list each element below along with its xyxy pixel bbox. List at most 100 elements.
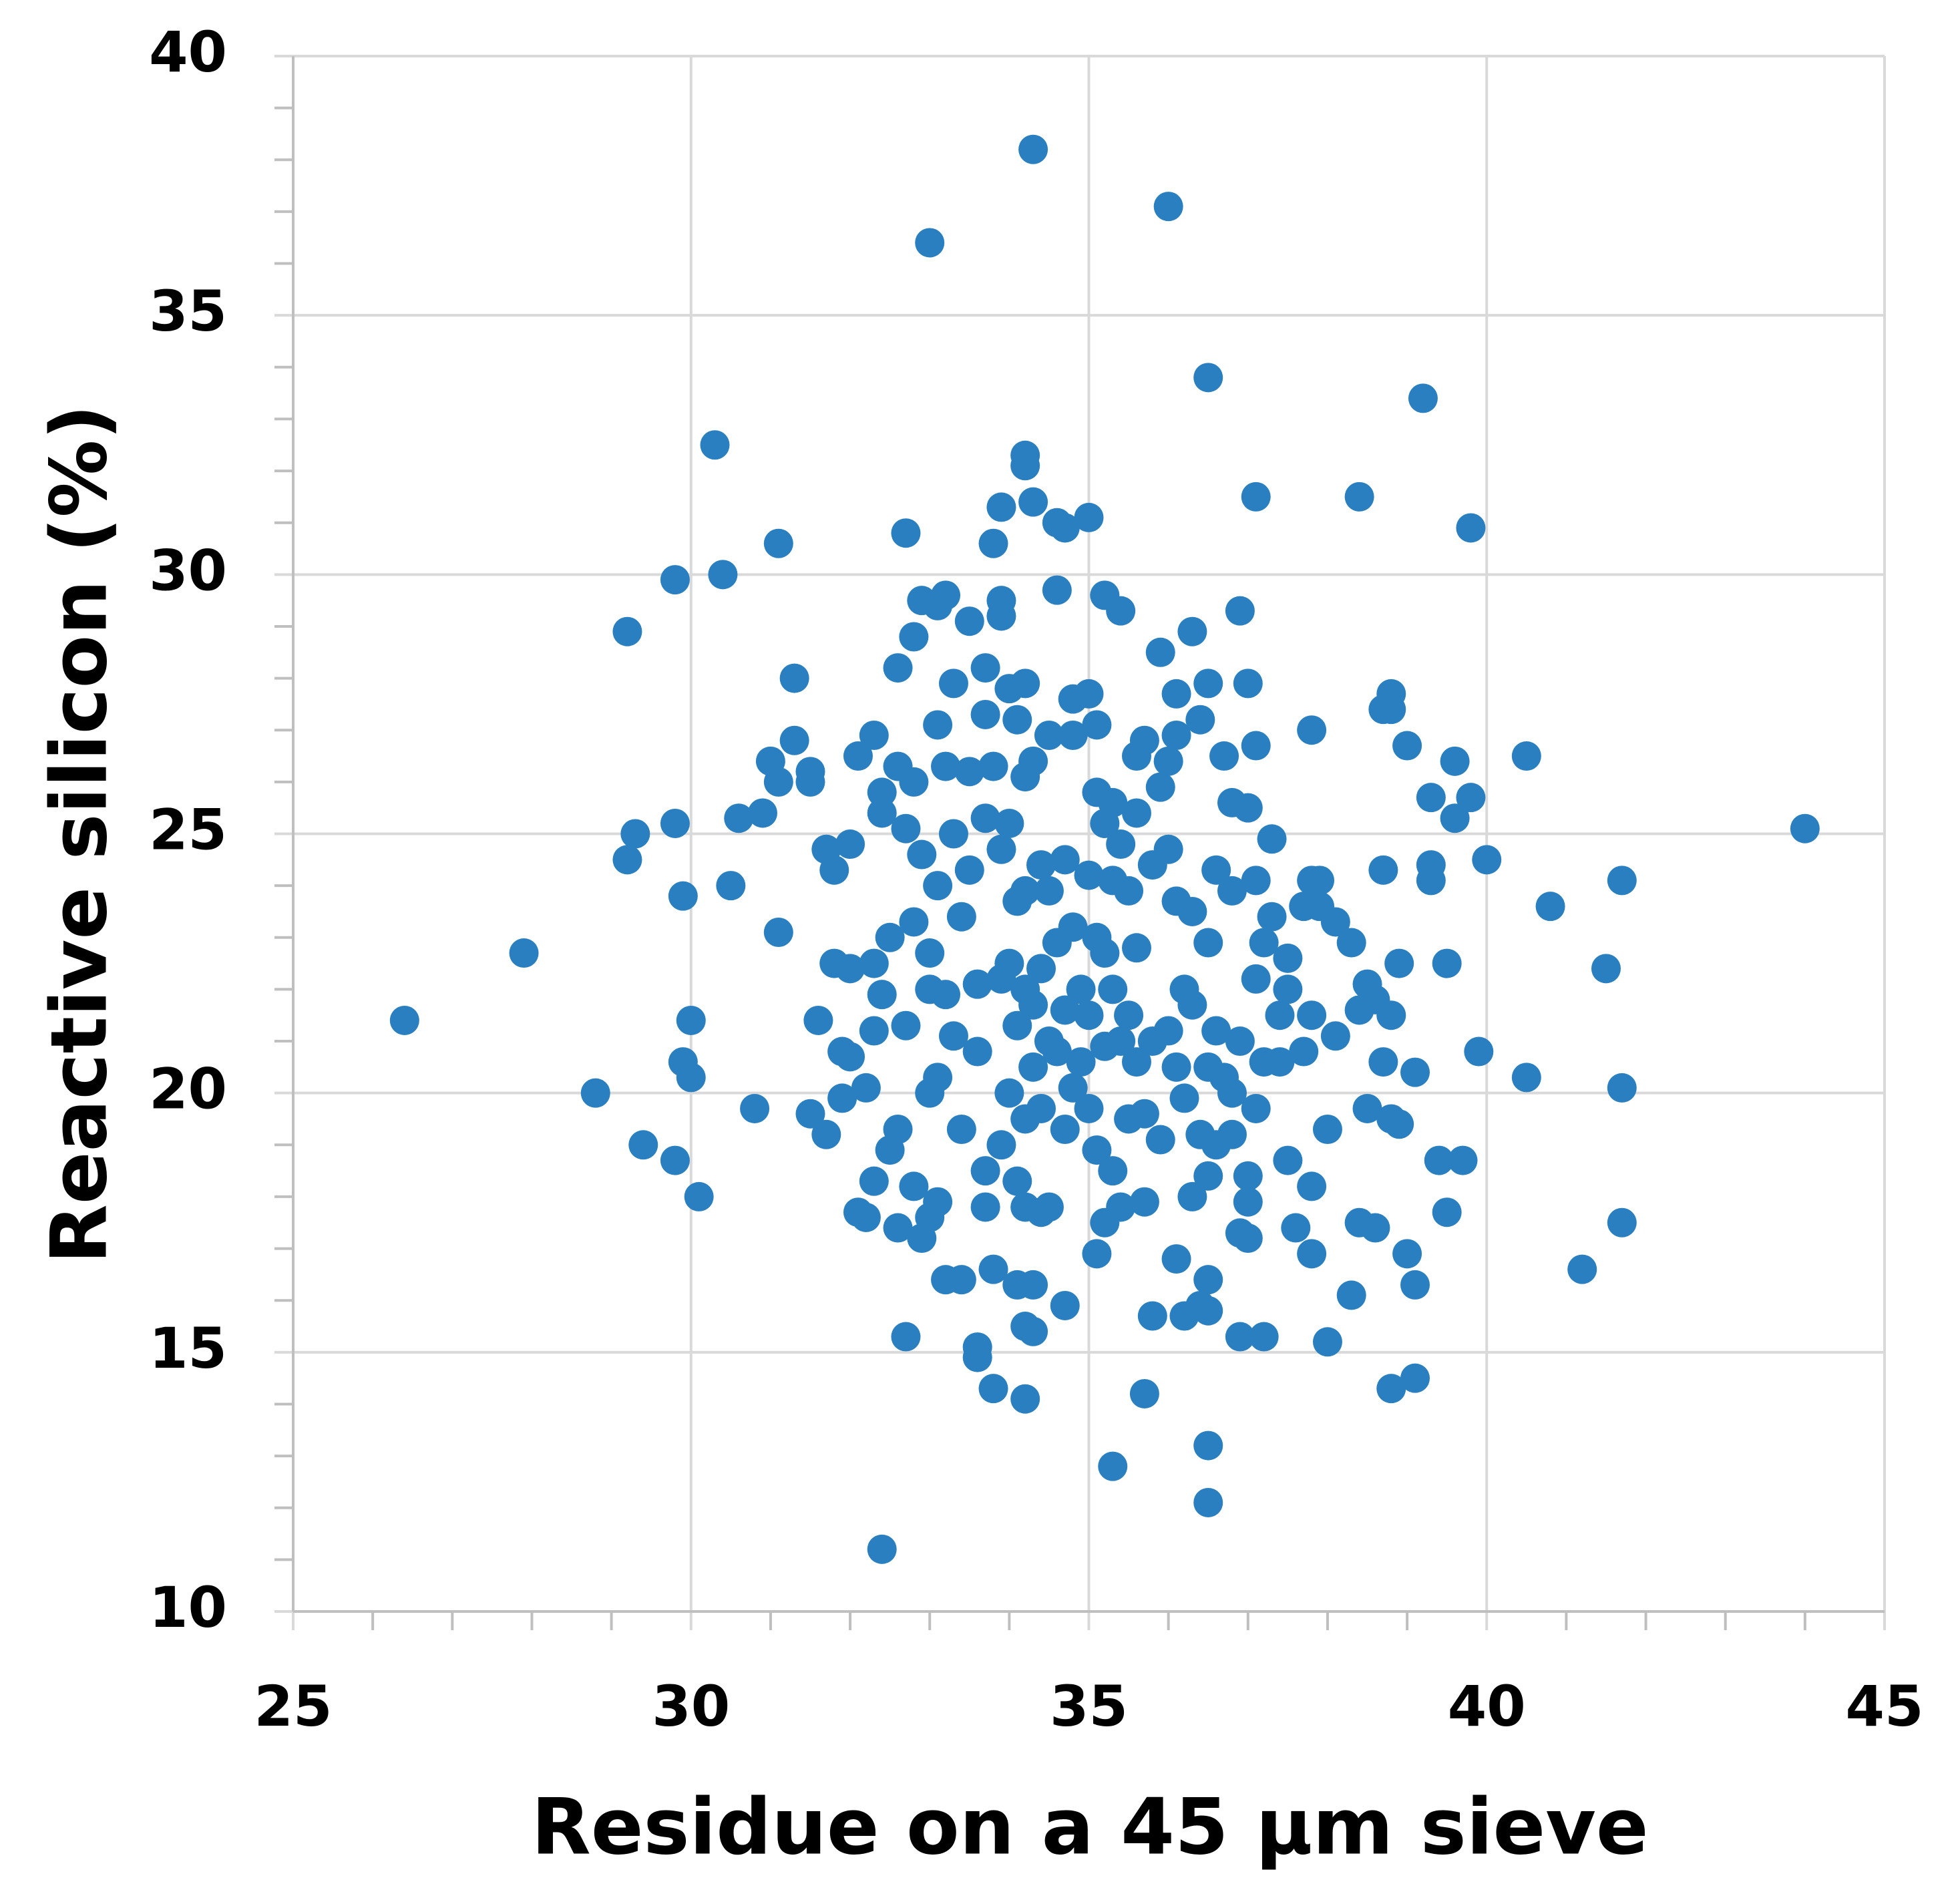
point bbox=[1193, 1296, 1223, 1326]
point bbox=[970, 1192, 1000, 1222]
point bbox=[1432, 1197, 1462, 1227]
point bbox=[1161, 679, 1191, 709]
point bbox=[1026, 954, 1056, 984]
point bbox=[1273, 943, 1303, 973]
point bbox=[1376, 1374, 1406, 1404]
point bbox=[859, 1016, 889, 1046]
point bbox=[1305, 866, 1335, 896]
point bbox=[1424, 1145, 1454, 1175]
point bbox=[1217, 1078, 1247, 1108]
point bbox=[1018, 1316, 1048, 1346]
point bbox=[1193, 1265, 1223, 1295]
point bbox=[859, 948, 889, 978]
point bbox=[835, 954, 865, 984]
point bbox=[1002, 1010, 1032, 1040]
point bbox=[1018, 1052, 1048, 1082]
point bbox=[580, 1078, 610, 1108]
point bbox=[660, 565, 690, 595]
point bbox=[1010, 1384, 1040, 1414]
point bbox=[1233, 669, 1263, 699]
point bbox=[1106, 829, 1136, 860]
point bbox=[1193, 928, 1223, 958]
point bbox=[827, 1083, 857, 1113]
point bbox=[1010, 669, 1040, 699]
point bbox=[1153, 834, 1183, 864]
point bbox=[1400, 1363, 1430, 1393]
y-tick-label: 10 bbox=[149, 1575, 227, 1640]
point bbox=[851, 1073, 881, 1103]
point bbox=[1018, 134, 1048, 164]
point bbox=[1098, 1451, 1128, 1481]
point bbox=[899, 622, 929, 652]
point bbox=[923, 710, 953, 740]
point bbox=[1121, 798, 1151, 828]
point bbox=[1082, 1135, 1112, 1165]
point bbox=[1177, 896, 1207, 926]
point bbox=[1034, 720, 1064, 750]
point bbox=[1273, 974, 1303, 1004]
point bbox=[1225, 596, 1255, 626]
point bbox=[1153, 192, 1183, 222]
point bbox=[1066, 974, 1096, 1004]
y-tick-label: 20 bbox=[149, 1057, 227, 1122]
point bbox=[716, 871, 746, 901]
point bbox=[1456, 513, 1486, 543]
point bbox=[891, 1010, 921, 1040]
point bbox=[1193, 669, 1223, 699]
point bbox=[1058, 912, 1088, 942]
point bbox=[859, 1166, 889, 1196]
point bbox=[954, 606, 984, 636]
point bbox=[1209, 741, 1239, 771]
point bbox=[986, 1130, 1016, 1160]
point bbox=[811, 1119, 841, 1149]
point bbox=[1233, 793, 1263, 823]
point bbox=[1233, 1187, 1263, 1217]
point bbox=[1257, 824, 1287, 854]
point bbox=[1050, 513, 1080, 543]
point bbox=[1607, 1207, 1637, 1237]
point bbox=[1050, 1115, 1080, 1145]
point bbox=[1090, 938, 1120, 968]
point bbox=[1193, 363, 1223, 393]
x-tick-label: 25 bbox=[254, 1674, 333, 1739]
point bbox=[1177, 1181, 1207, 1211]
point bbox=[1297, 1171, 1327, 1201]
point bbox=[1217, 876, 1247, 906]
point bbox=[1241, 731, 1271, 761]
point bbox=[931, 751, 961, 781]
point bbox=[1241, 964, 1271, 994]
point bbox=[1352, 1093, 1382, 1123]
point bbox=[946, 1115, 976, 1145]
point bbox=[1034, 1192, 1064, 1222]
point bbox=[612, 616, 642, 646]
point bbox=[389, 1005, 419, 1035]
point bbox=[1567, 1254, 1597, 1284]
point bbox=[891, 518, 921, 548]
point bbox=[899, 767, 929, 797]
point bbox=[1400, 1057, 1430, 1087]
point bbox=[1129, 1099, 1159, 1129]
point bbox=[1010, 876, 1040, 906]
x-tick-label: 35 bbox=[1050, 1674, 1128, 1739]
point bbox=[978, 528, 1008, 558]
point bbox=[1432, 948, 1462, 978]
point bbox=[1034, 876, 1064, 906]
point bbox=[1241, 1093, 1271, 1123]
point bbox=[1106, 1192, 1136, 1222]
point bbox=[978, 1374, 1008, 1404]
point bbox=[779, 663, 809, 693]
point bbox=[946, 1265, 976, 1295]
point bbox=[915, 938, 945, 968]
point bbox=[946, 902, 976, 932]
point bbox=[1201, 855, 1231, 885]
point bbox=[1265, 1047, 1295, 1077]
point bbox=[708, 560, 738, 590]
point bbox=[612, 845, 642, 875]
point bbox=[883, 653, 913, 683]
point bbox=[1368, 855, 1398, 885]
point bbox=[1145, 637, 1175, 667]
point bbox=[978, 751, 1008, 781]
point bbox=[1145, 772, 1175, 802]
